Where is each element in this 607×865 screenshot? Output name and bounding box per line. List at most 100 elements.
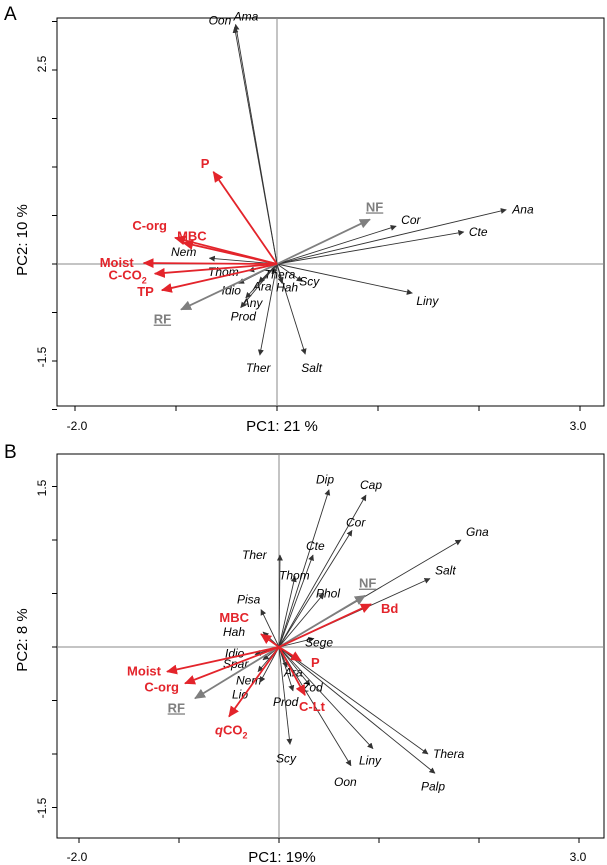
panel-b-species-arrow-sege: [278, 636, 315, 648]
panel-a-env-arrow-p: [212, 171, 278, 265]
panel-b-species-arrow-phol: [278, 593, 325, 648]
panel-b-factor-label-nf: NF: [359, 576, 376, 591]
panel-b-species-arrow-dip: [278, 489, 331, 648]
panel-a-species-arrow-cor: [276, 224, 397, 265]
panel-b-env-arrow-mbc: [260, 633, 280, 648]
panel-a-env-label-c-co2: C-CO2: [109, 268, 147, 286]
panel-a-env-label-moist: Moist: [100, 255, 135, 270]
panel-a-env-arrow-mbc: [182, 239, 278, 265]
panel-a-species-label-ama: Ama: [233, 9, 259, 23]
panel-a-species-label-ara: Ara: [252, 279, 272, 293]
panel-b-xtick-right: 3.0: [570, 850, 587, 864]
panel-b-env-label-moist: Moist: [127, 664, 162, 679]
panel-a-factor-arrow-nf: [276, 218, 371, 265]
panel-a-env-label-p: P: [201, 156, 210, 171]
panel-a-env-arrow-tp: [160, 263, 278, 293]
panel-b-species-label-ther: Ther: [242, 548, 268, 562]
panel-b-species-arrow-thom: [278, 575, 297, 648]
panel-b-factor-arrow-nf: [278, 594, 366, 648]
panel-b-plot: Dip Cap Cor Gna Cte Ther Thom Phol Salt Pisa Hah Se…: [52, 454, 604, 843]
panel-b-species-arrow-cte: [278, 554, 314, 648]
panel-b-species-arrow-ther: [276, 554, 283, 648]
panel-b-species-arrow-palp: [278, 646, 436, 774]
panel-b-species-arrow-thera: [278, 646, 429, 755]
panel-a-env-arrow-moist: [142, 258, 278, 269]
panel-a-species-label-liny: Liny: [416, 294, 439, 308]
panel-a-species-label-ana: Ana: [511, 203, 534, 217]
panel-b-xlabel: PC1: 19%: [248, 849, 316, 865]
panel-b-species-label-gna: Gna: [466, 525, 489, 539]
panel-b-env-arrow-qco2: [228, 646, 280, 718]
panel-b-ylabel: PC2: 8 %: [14, 608, 31, 671]
panel-b-species-label-phol: Phol: [316, 587, 340, 601]
panel-b-species-label-hah: Hah: [223, 625, 245, 639]
panel-b-env-label-bd: Bd: [381, 601, 398, 616]
panel-b-species-label-liny: Liny: [359, 754, 382, 768]
panel-a-ylabel: PC2: 10 %: [14, 204, 31, 276]
panel-a-plot: OonAmaAnaCorCteLinyScySaltTherNemThomThe…: [52, 9, 604, 411]
panel-a-xtick-right: 3.0: [570, 419, 587, 433]
panel-a-frame: [56, 17, 605, 407]
panel-b-species-label-cte: Cte: [306, 539, 325, 553]
panel-a-ytick-bottom: -1.5: [35, 346, 49, 367]
panel-a-factor-label-rf: RF: [154, 312, 171, 327]
panel-a-species-label-oon: Oon: [209, 13, 232, 27]
panel-b-species-label-scy: Scy: [276, 751, 297, 765]
panel-b-species-label-nem: Nem: [236, 674, 261, 688]
panel-a-species-arrow-ama: [233, 23, 278, 265]
panel-b-env-label-c-org: C-org: [144, 679, 179, 694]
panel-b-env-label-mbc: MBC: [219, 610, 249, 625]
panel-b-species-label-lio: Lio: [232, 687, 248, 701]
panel-a-letter: A: [4, 4, 17, 25]
panel-b-species-label-sege: Sege: [305, 635, 333, 649]
panel-b-species-label-palp: Palp: [421, 779, 445, 793]
panel-a-species-label-idio: Idio: [222, 283, 242, 297]
panel-a-xlabel: PC1: 21 %: [246, 418, 318, 435]
panel-b-env-arrow-c-org: [184, 646, 280, 685]
panel-a-species-arrow-cte: [276, 229, 465, 265]
panel-b-species-label-cor: Cor: [346, 515, 366, 529]
panel-b-species-label-zod: Zod: [301, 681, 323, 695]
panel-a-factor-label-nf: NF: [366, 199, 383, 214]
panel-b-env-label-p: P: [311, 655, 320, 670]
panel-a-species-arrow-liny: [276, 263, 413, 295]
panel-b-species-label-thom: Thom: [279, 568, 310, 582]
panel-b-species-label-cap: Cap: [360, 478, 382, 492]
panel-a-env-arrow-c-co2: [153, 263, 278, 278]
panel-b-factor-arrow-rf: [194, 646, 280, 700]
panel-b-ytick-top: 1.5: [35, 479, 49, 496]
panel-b-species-arrow-cap: [278, 494, 367, 648]
panel-a-species-arrow-hah: [276, 263, 284, 284]
panel-b-species-arrow-prod: [278, 646, 295, 692]
panel-a-species-arrow-ther: [257, 263, 278, 356]
panel-b-species-arrow-oon: [278, 646, 352, 767]
panel-a-species-label-hah: Hah: [276, 280, 298, 294]
panel-b-species-label-salt: Salt: [435, 564, 456, 578]
panel-b-species-label-prod: Prod: [273, 695, 299, 709]
panel-a-xtick-left: -2.0: [67, 419, 88, 433]
panel-a-species-arrow-scy: [276, 263, 303, 282]
panel-b-env-label-qco2: qCO2: [215, 723, 247, 741]
panel-b-species-arrow-cor: [278, 529, 353, 648]
panel-b-env-arrow-moist: [166, 646, 280, 675]
panel-a-species-label-cor: Cor: [401, 213, 421, 227]
panel-b-env-arrow-p: [278, 646, 302, 662]
panel-b-env-label-c-lt: C-Lt: [299, 699, 326, 714]
panel-a-species-label-ther: Ther: [246, 361, 272, 375]
panel-b-xtick-left: -2.0: [67, 850, 88, 864]
panel-b-species-label-thera: Thera: [433, 747, 465, 761]
panel-a-species-arrow-ana: [276, 208, 507, 265]
panel-a-species-label-scy: Scy: [299, 274, 320, 288]
panel-b-factor-label-rf: RF: [168, 700, 185, 715]
panel-a-ytick-top: 2.5: [35, 55, 49, 72]
panel-b-species-arrow-scy: [278, 646, 293, 745]
panel-b-species-label-oon: Oon: [334, 775, 357, 789]
panel-b-species-arrow-zod: [278, 646, 311, 686]
panel-a-species-arrow-prod: [240, 263, 278, 309]
panel-a-env-label-mbc: MBC: [177, 229, 207, 244]
panel-a-species-label-nem: Nem: [171, 245, 196, 259]
panel-a: A 2.5 -1.5 -2.0 3.0 PC1: 21 % PC2: 10 % …: [4, 4, 605, 435]
panel-a-species-label-prod: Prod: [231, 310, 257, 324]
panel-a-species-label-cte: Cte: [469, 225, 488, 239]
